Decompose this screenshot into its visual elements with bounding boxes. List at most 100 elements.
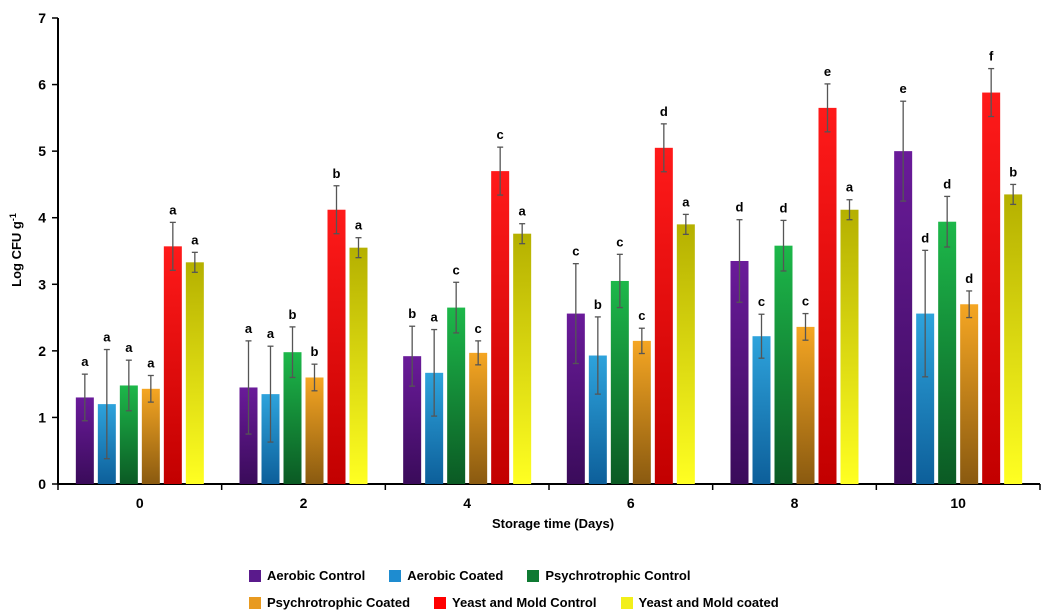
bar: [938, 221, 957, 485]
bar: [185, 262, 204, 484]
legend-label: Psychrotrophic Control: [545, 568, 691, 583]
bar: [566, 313, 585, 484]
significance-label: a: [431, 310, 439, 325]
bar: [752, 336, 771, 484]
legend-label: Psychrotrophic Coated: [267, 595, 411, 610]
bar: [654, 147, 673, 485]
y-tick-label: 2: [38, 343, 46, 359]
x-tick-label: 8: [791, 495, 799, 511]
legend-row: Psychrotrophic Coated Yeast and Mold Cont…: [249, 595, 779, 610]
x-axis-title: Storage time (Days): [492, 516, 614, 531]
x-tick-label: 0: [136, 495, 144, 511]
significance-label: a: [81, 354, 89, 369]
bar: [239, 387, 258, 484]
bar: [796, 326, 815, 484]
significance-label: c: [802, 294, 809, 309]
bar: [305, 377, 324, 484]
y-axis: 0 1 2 3 4 5 6 7: [38, 10, 59, 492]
significance-label: a: [147, 355, 155, 370]
significance-label: b: [408, 306, 416, 321]
legend-row: Aerobic Control Aerobic Coated Psychrotrop…: [249, 568, 691, 583]
bar: [119, 385, 138, 484]
significance-label: b: [1009, 164, 1017, 179]
significance-label: d: [660, 104, 668, 119]
significance-label: a: [355, 218, 363, 233]
significance-label: c: [758, 294, 765, 309]
significance-label: b: [311, 344, 319, 359]
significance-label: b: [333, 166, 341, 181]
bar: [916, 313, 935, 484]
significance-label: c: [638, 308, 645, 323]
x-axis: 0 2 4 6 8 10: [57, 483, 1041, 511]
significance-label: a: [245, 321, 253, 336]
legend-item: Yeast and Mold Control: [434, 595, 597, 610]
bar: [730, 260, 749, 484]
legend-swatch: [389, 569, 402, 582]
y-axis-title-sup: -1: [8, 213, 18, 221]
significance-label: b: [594, 297, 602, 312]
legend-item: Psychrotrophic Coated: [249, 595, 410, 610]
legend-label: Aerobic Coated: [407, 568, 504, 583]
bar: [840, 209, 859, 484]
significance-label: b: [289, 307, 297, 322]
legend-swatch: [620, 596, 633, 609]
x-tick-label: 2: [300, 495, 308, 511]
bar: [513, 233, 532, 484]
significance-label: c: [497, 127, 504, 142]
significance-label: a: [169, 202, 177, 217]
significance-label: c: [475, 321, 482, 336]
y-tick-label: 0: [38, 476, 46, 492]
bar: [632, 340, 651, 484]
significance-label: a: [191, 232, 199, 247]
bar: [610, 280, 629, 484]
legend-item: Psychrotrophic Control: [527, 568, 691, 583]
bar: [588, 355, 607, 484]
significance-label: d: [780, 200, 788, 215]
significance-label: a: [103, 330, 111, 345]
y-tick-label: 7: [38, 10, 46, 26]
bar: [960, 304, 979, 484]
bar: [894, 151, 913, 484]
x-tick-label: 6: [627, 495, 635, 511]
significance-label: a: [125, 340, 133, 355]
significance-label: a: [846, 180, 854, 195]
y-tick-label: 1: [38, 409, 46, 425]
significance-label: e: [824, 64, 831, 79]
legend-label: Yeast and Mold coated: [638, 595, 779, 610]
significance-label: a: [519, 204, 527, 219]
legend-item: Aerobic Control: [249, 568, 365, 583]
legend-swatch: [249, 569, 261, 582]
y-tick-label: 6: [38, 77, 46, 93]
bar: [327, 209, 346, 484]
bar: [1004, 194, 1023, 484]
significance-label: f: [989, 49, 994, 64]
legend-swatch: [527, 569, 540, 582]
bar: [349, 247, 368, 484]
legend-item: Yeast and Mold coated: [620, 595, 779, 610]
bar: [447, 307, 466, 484]
significance-label: e: [900, 81, 907, 96]
significance-label: c: [616, 234, 623, 249]
legend-label: Yeast and Mold Control: [452, 595, 597, 610]
significance-label: d: [736, 200, 744, 215]
significance-label: d: [965, 271, 973, 286]
bar: [818, 107, 837, 484]
bar: [163, 246, 182, 484]
bar: [774, 245, 793, 484]
bar: [425, 372, 444, 484]
legend-item: Aerobic Coated: [389, 568, 503, 583]
y-axis-title: Log CFU g-1: [8, 213, 24, 287]
bar: [403, 356, 422, 484]
significance-label: c: [572, 244, 579, 259]
y-tick-label: 4: [38, 210, 46, 226]
significance-label: d: [921, 230, 929, 245]
bar: [75, 397, 94, 484]
significance-label: a: [682, 194, 690, 209]
y-axis-title-main: Log CFU g: [9, 221, 24, 287]
bar: [283, 352, 302, 484]
significance-label: d: [943, 176, 951, 191]
significance-label: a: [267, 326, 275, 341]
legend-label: Aerobic Control: [267, 568, 366, 583]
legend-swatch: [249, 596, 261, 609]
